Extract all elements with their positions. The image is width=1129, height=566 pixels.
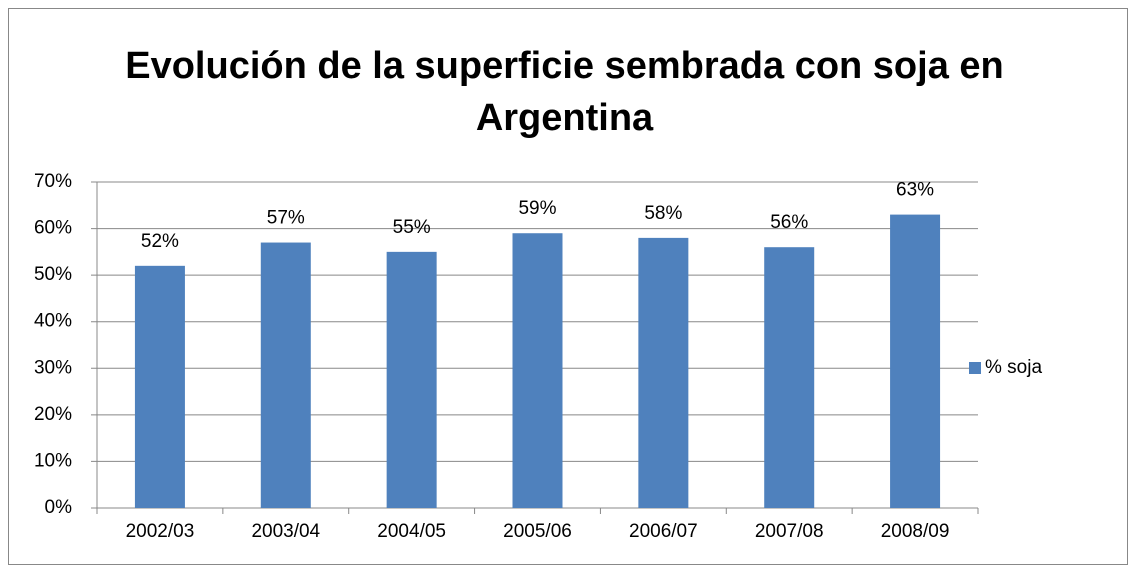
chart-title: Evolución de la superficie sembrada con … <box>125 45 1004 139</box>
data-label: 59% <box>518 198 556 219</box>
y-tick-label: 10% <box>34 450 72 471</box>
x-tick-label: 2004/05 <box>377 521 446 542</box>
x-tick-label: 2002/03 <box>126 521 195 542</box>
data-label: 52% <box>141 231 179 252</box>
bar <box>260 242 311 509</box>
bar <box>890 214 941 508</box>
y-tick-label: 60% <box>34 218 72 239</box>
y-tick-label: 40% <box>34 311 72 332</box>
bar <box>134 265 185 508</box>
data-label: 56% <box>770 212 808 233</box>
y-tick-label: 70% <box>34 171 72 192</box>
data-label: 58% <box>644 203 682 224</box>
legend-swatch <box>969 362 981 374</box>
legend-label: % soja <box>985 357 1042 378</box>
bar <box>512 233 563 508</box>
chart-frame <box>8 8 1128 565</box>
y-tick-label: 0% <box>45 497 73 518</box>
y-tick-label: 20% <box>34 404 72 425</box>
data-label: 63% <box>896 180 934 201</box>
bar <box>638 237 689 508</box>
x-tick-label: 2006/07 <box>629 521 698 542</box>
bar <box>386 251 437 508</box>
x-tick-label: 2008/09 <box>881 521 950 542</box>
bar <box>764 247 815 508</box>
data-label: 57% <box>267 208 305 229</box>
x-tick-label: 2005/06 <box>503 521 572 542</box>
x-tick-label: 2007/08 <box>755 521 824 542</box>
data-label: 55% <box>393 217 431 238</box>
y-tick-label: 30% <box>34 357 72 378</box>
x-tick-label: 2003/04 <box>251 521 320 542</box>
chart-title-box: Evolución de la superficie sembrada con … <box>0 40 1129 144</box>
y-tick-label: 50% <box>34 264 72 285</box>
